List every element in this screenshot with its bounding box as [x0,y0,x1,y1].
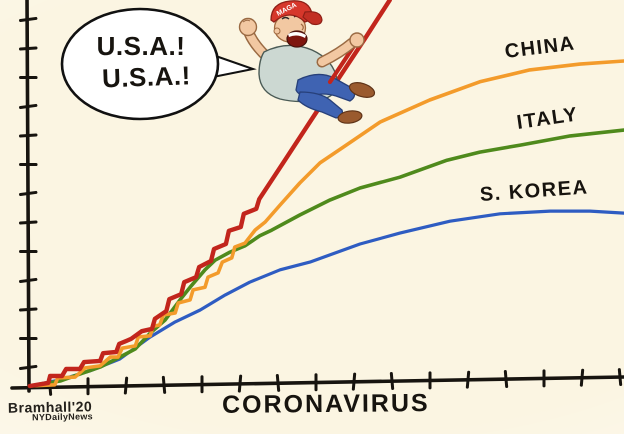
y-tick [19,364,38,371]
y-tick [19,307,38,312]
y-tick [19,16,38,23]
shoe [348,82,376,98]
nose [300,23,304,31]
ear [273,27,281,35]
usa-line [27,0,392,389]
y-tick [19,103,38,110]
y-tick [19,277,38,284]
x-axis-line [10,375,624,390]
raised-fist [238,17,258,37]
bubble-line-1: U.S.A.! [96,31,186,61]
china-line [27,59,624,388]
y-axis-line [25,0,31,393]
gripping-hand [349,32,365,48]
x-tick [579,368,585,387]
x-tick [161,375,167,394]
teeth [288,31,306,38]
x-tick [123,376,129,395]
x-tick [275,373,281,392]
artist-signature: Bramhall'20 NYDailyNews [8,398,93,422]
cheering-man-illustration: MAGA [238,0,376,124]
shoe [337,110,363,124]
x-tick [351,372,357,391]
x-tick [389,372,395,390]
speech-bubble [60,7,257,121]
x-tick [503,370,509,388]
speech-bubble-body [60,7,220,121]
y-tick [19,162,38,167]
curves [27,0,624,389]
eye [281,16,290,20]
publication-name: NYDailyNews [32,411,94,423]
axes [10,0,624,396]
x-tick [465,370,471,389]
cap-brim [302,11,323,26]
x-axis-title: CORONAVIRUS [221,389,430,419]
y-tick [19,249,38,254]
x-tick [237,374,243,393]
y-tick [19,336,38,341]
bubble-line-2: U.S.A.! [101,59,191,94]
speech-bubble-text: U.S.A.! U.S.A.! [74,31,208,94]
y-tick [19,190,38,197]
x-tick [617,368,623,387]
y-tick [19,220,38,225]
y-tick [19,133,38,138]
y-tick [19,46,38,51]
y-tick [19,75,38,80]
s-korea-line [28,209,624,388]
